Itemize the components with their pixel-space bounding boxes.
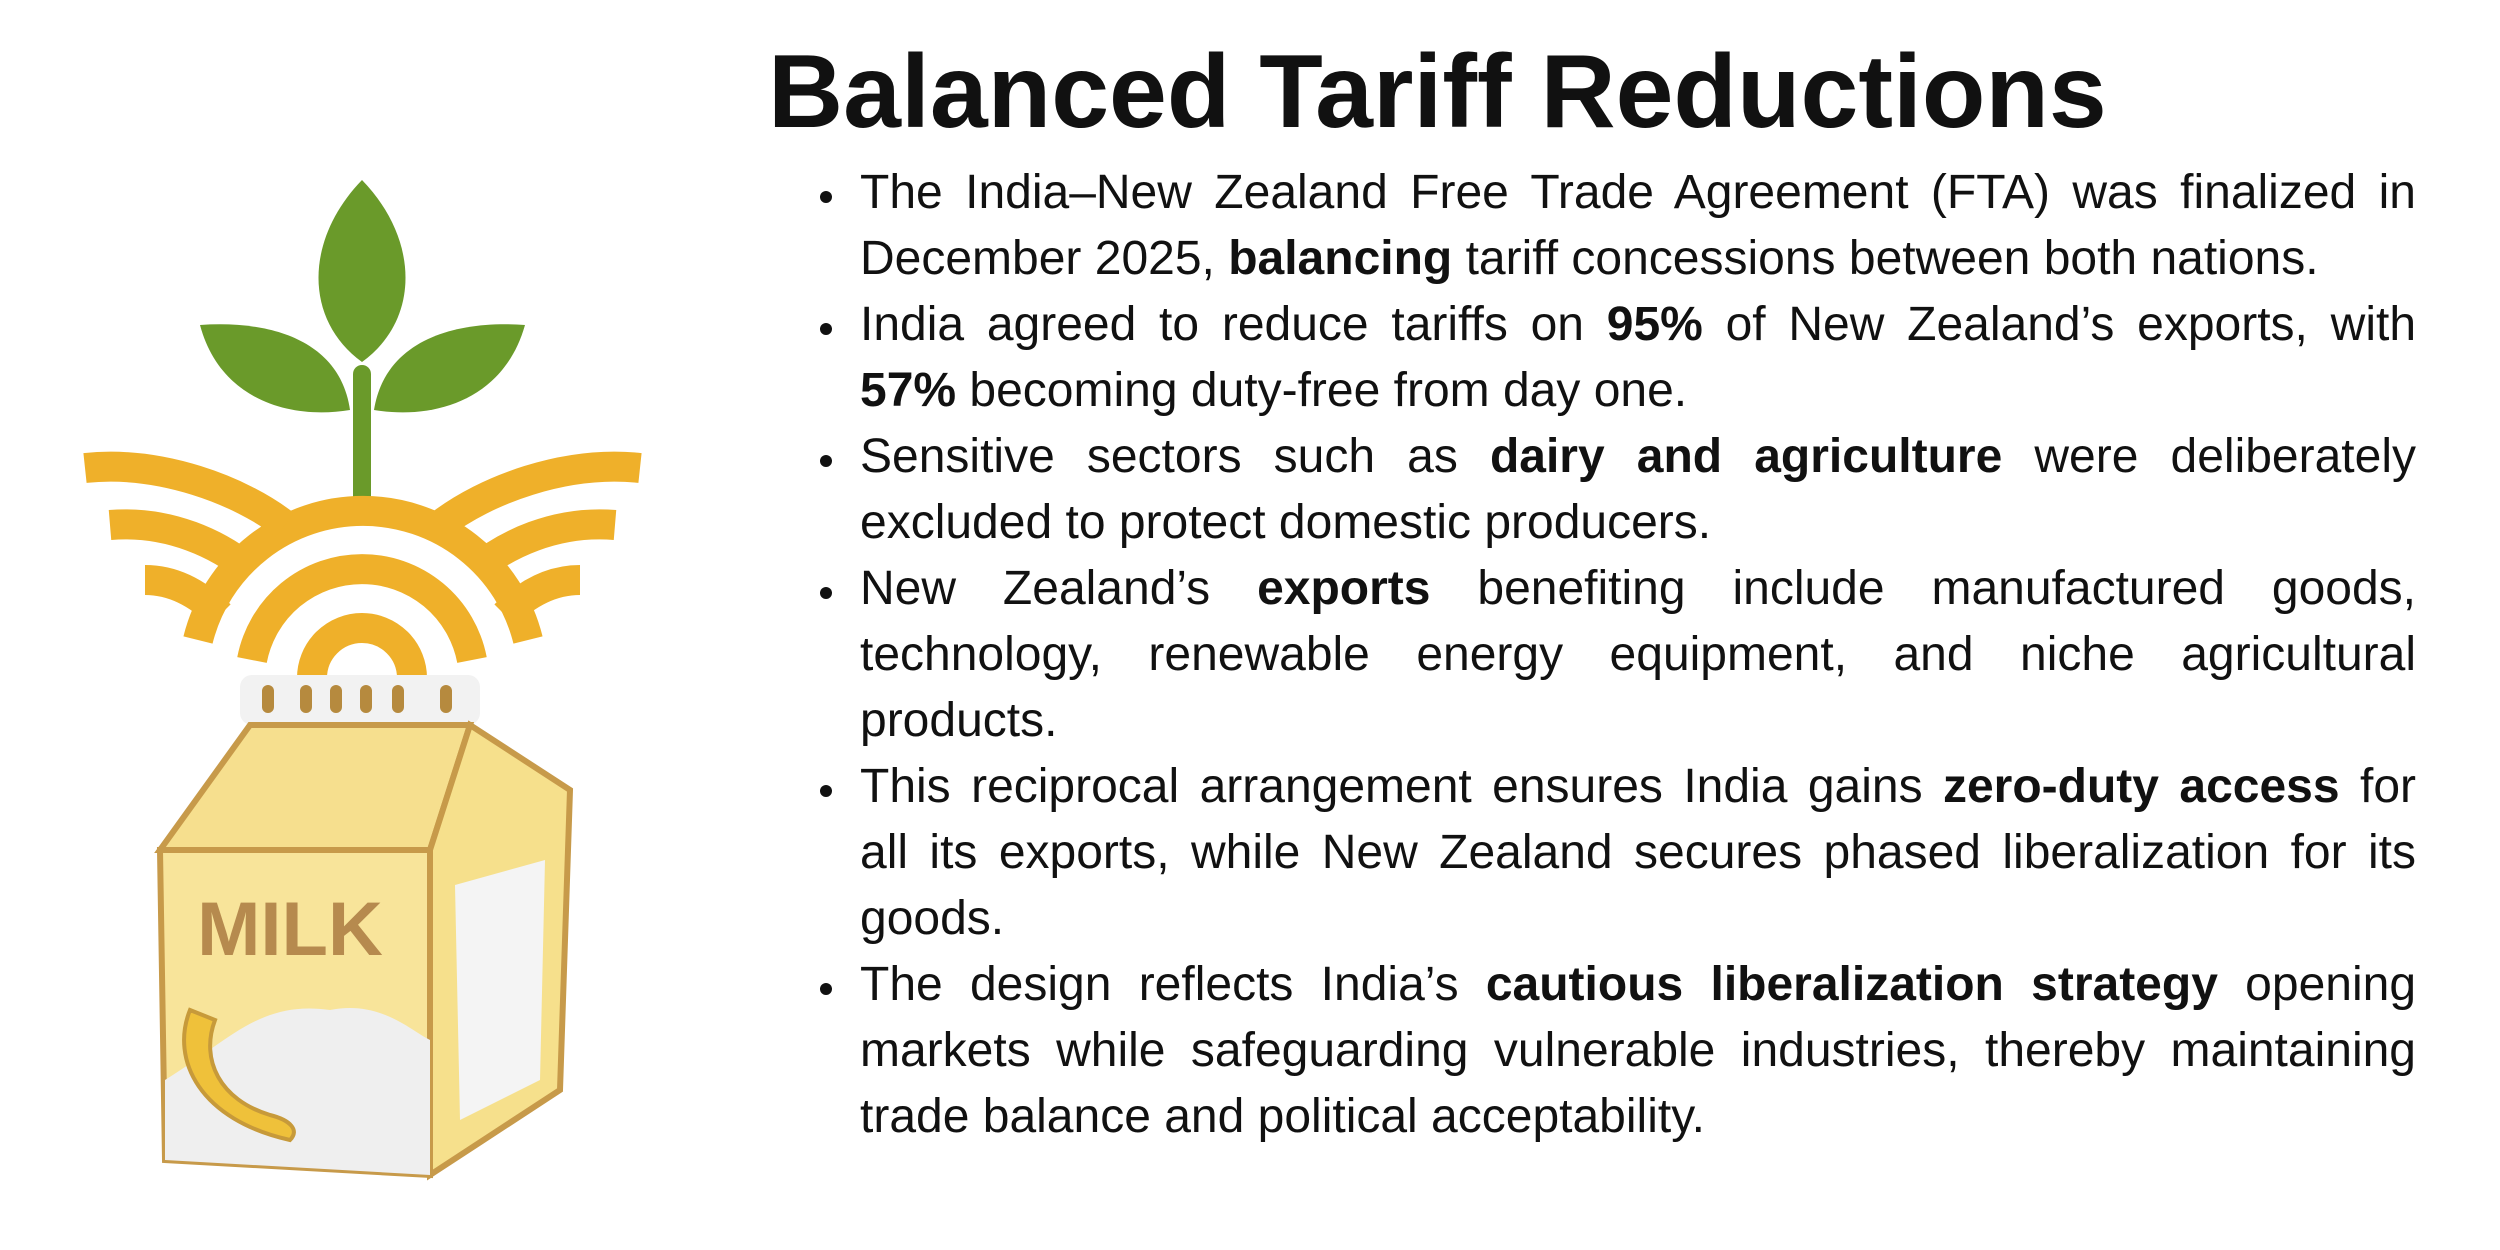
carton-label: MILK bbox=[197, 887, 383, 972]
illustration: MILK bbox=[83, 180, 642, 1181]
carton-top bbox=[154, 722, 475, 853]
bullet: The India–New Zealand Free Trade Agreeme… bbox=[850, 160, 2416, 292]
text: for all its exports, while New Zealand s… bbox=[860, 760, 2417, 945]
bold-text: 95% bbox=[1606, 298, 1703, 351]
leaf bbox=[318, 180, 406, 362]
bold-text: balancing bbox=[1228, 232, 1453, 285]
stem bbox=[353, 365, 371, 510]
cap-ridges bbox=[262, 685, 452, 713]
bold-text: zero-duty access bbox=[1942, 760, 2340, 813]
text: This reciprocal arrangement ensures Indi… bbox=[860, 760, 1943, 813]
leaf bbox=[200, 324, 350, 413]
milk-splash bbox=[165, 1007, 430, 1175]
text: tariff concessions between both nations. bbox=[1452, 232, 2319, 285]
bullet: Sensitive sectors such as dairy and agri… bbox=[850, 424, 2416, 556]
bullet: The design reflects India’s cautious lib… bbox=[850, 952, 2416, 1150]
arcs bbox=[83, 451, 642, 679]
text: The design reflects India’s bbox=[860, 958, 1486, 1011]
bullet-list: The India–New Zealand Free Trade Agreeme… bbox=[800, 160, 2416, 1150]
text: The India–New Zealand Free Trade Agreeme… bbox=[860, 166, 2416, 285]
text: Sensitive sectors such as bbox=[860, 430, 1490, 483]
bullet: This reciprocal arrangement ensures Indi… bbox=[850, 754, 2416, 952]
text: opening markets while safeguarding vulne… bbox=[860, 958, 2417, 1143]
bullet: New Zealand’s exports benefiting include… bbox=[850, 556, 2416, 754]
bold-text: dairy and agriculture bbox=[1489, 430, 2003, 483]
text: were deliberately excluded to protect do… bbox=[860, 430, 2416, 549]
bullet: India agreed to reduce tariffs on 95% of… bbox=[850, 292, 2416, 424]
title: Balanced Tariff Reductions bbox=[768, 34, 2107, 150]
bold-text: cautious liberalization strategy bbox=[1485, 958, 2218, 1011]
bold-text: 57% bbox=[860, 364, 957, 417]
bold-text: exports bbox=[1257, 562, 1431, 615]
text: of New Zealand’s exports, with bbox=[1702, 298, 2417, 351]
leaf bbox=[374, 324, 525, 413]
text: becoming duty-free from day one. bbox=[956, 364, 1688, 417]
banana bbox=[182, 1007, 296, 1143]
text: India agreed to reduce tariffs on bbox=[860, 298, 1607, 351]
text: benefiting include manufactured goods, t… bbox=[860, 562, 2417, 747]
text: New Zealand’s bbox=[860, 562, 1258, 615]
carton-window bbox=[455, 860, 545, 1120]
